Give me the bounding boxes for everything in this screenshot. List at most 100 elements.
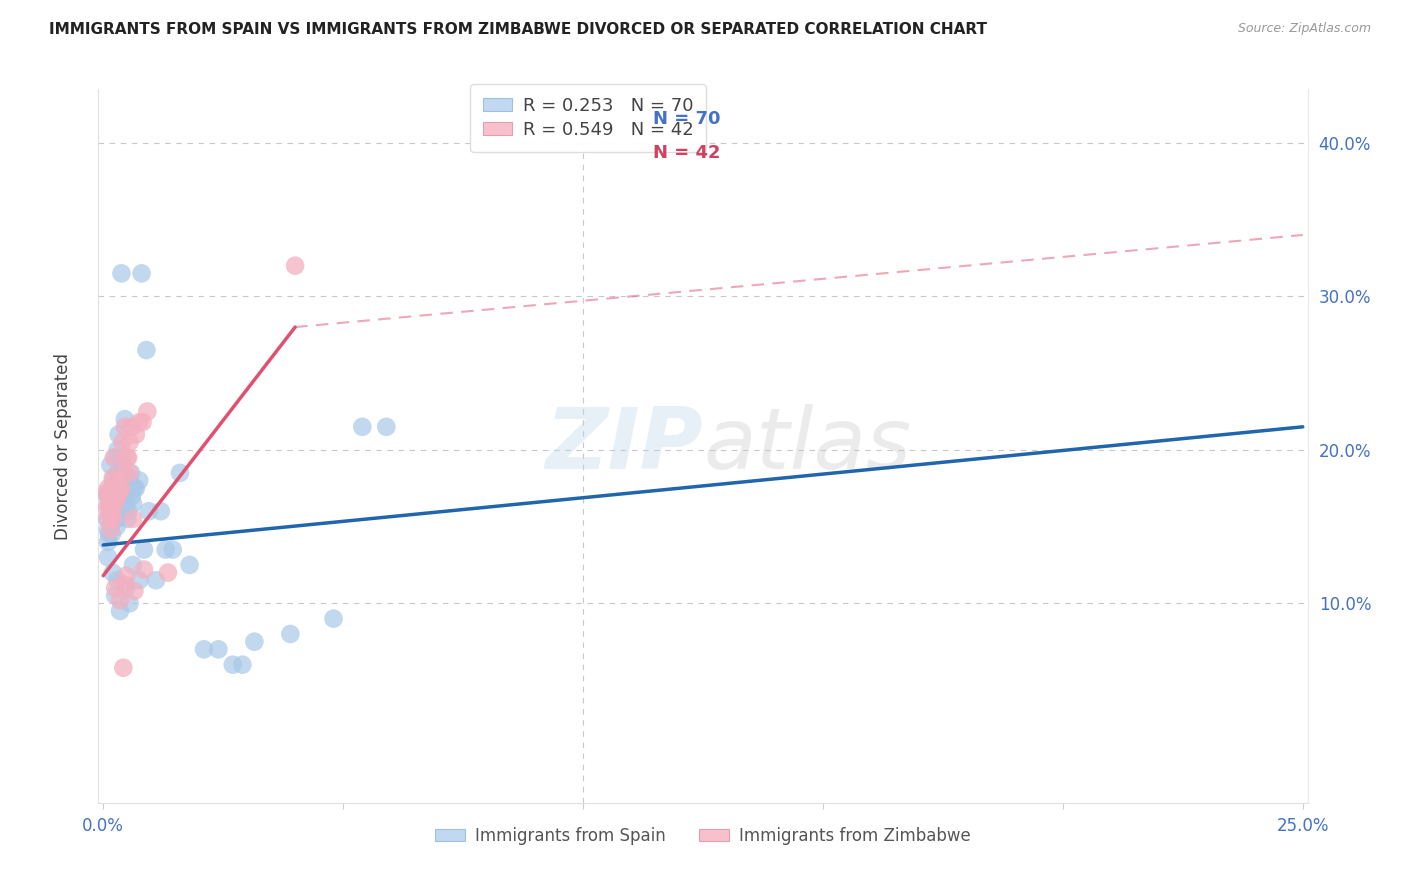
Point	[352, 419, 374, 434]
Point	[111, 450, 134, 465]
Point	[107, 489, 129, 503]
Point	[115, 497, 138, 511]
Point	[110, 481, 132, 495]
Point	[108, 489, 131, 503]
Point	[222, 657, 245, 672]
Point	[101, 470, 124, 484]
Point	[231, 657, 253, 672]
Point	[115, 512, 138, 526]
Point	[104, 497, 127, 511]
Point	[162, 542, 184, 557]
Point	[100, 508, 122, 522]
Point	[111, 458, 134, 473]
Point	[124, 481, 146, 495]
Point	[100, 489, 122, 503]
Point	[101, 512, 124, 526]
Point	[122, 512, 145, 526]
Point	[96, 489, 118, 503]
Point	[284, 259, 307, 273]
Point	[107, 442, 129, 457]
Point	[156, 566, 179, 580]
Point	[98, 497, 121, 511]
Point	[145, 574, 167, 588]
Point	[96, 501, 118, 516]
Point	[97, 535, 120, 549]
Point	[118, 466, 141, 480]
Point	[115, 581, 138, 595]
Point	[107, 574, 129, 588]
Point	[280, 627, 302, 641]
Point	[101, 501, 124, 516]
Text: IMMIGRANTS FROM SPAIN VS IMMIGRANTS FROM ZIMBABWE DIVORCED OR SEPARATED CORRELAT: IMMIGRANTS FROM SPAIN VS IMMIGRANTS FROM…	[49, 22, 987, 37]
Point	[107, 427, 129, 442]
Point	[105, 512, 128, 526]
Point	[101, 508, 124, 522]
Point	[124, 584, 146, 599]
Point	[322, 612, 344, 626]
Point	[104, 481, 127, 495]
Point	[118, 435, 141, 450]
Point	[101, 516, 124, 531]
Point	[108, 593, 131, 607]
Point	[107, 485, 129, 500]
Text: N = 42: N = 42	[654, 144, 721, 162]
Point	[110, 481, 132, 495]
Text: ZIP: ZIP	[546, 404, 703, 488]
Point	[105, 519, 128, 533]
Point	[155, 542, 177, 557]
Point	[112, 661, 135, 675]
Point	[118, 596, 141, 610]
Y-axis label: Divorced or Separated: Divorced or Separated	[53, 352, 72, 540]
Point	[104, 581, 127, 595]
Point	[100, 523, 122, 537]
Point	[103, 497, 125, 511]
Point	[125, 481, 148, 495]
Point	[132, 562, 155, 576]
Point	[121, 489, 143, 503]
Point	[98, 491, 121, 506]
Point	[131, 415, 153, 429]
Point	[97, 485, 120, 500]
Point	[111, 435, 134, 450]
Text: atlas: atlas	[703, 404, 911, 488]
Point	[97, 550, 120, 565]
Point	[169, 466, 191, 480]
Point	[108, 481, 131, 495]
Point	[114, 419, 136, 434]
Point	[98, 497, 121, 511]
Point	[375, 419, 398, 434]
Point	[96, 512, 118, 526]
Point	[104, 450, 127, 465]
Point	[103, 504, 125, 518]
Point	[104, 589, 127, 603]
Point	[97, 481, 120, 495]
Point	[114, 489, 136, 503]
Legend: Immigrants from Spain, Immigrants from Zimbabwe: Immigrants from Spain, Immigrants from Z…	[429, 821, 977, 852]
Point	[104, 481, 127, 495]
Point	[193, 642, 215, 657]
Point	[107, 504, 129, 518]
Point	[103, 450, 125, 465]
Point	[107, 466, 129, 480]
Text: N = 70: N = 70	[654, 111, 721, 128]
Point	[101, 527, 124, 541]
Point	[131, 266, 153, 280]
Point	[128, 415, 150, 429]
Point	[149, 504, 172, 518]
Point	[114, 578, 136, 592]
Point	[138, 504, 160, 518]
Point	[96, 485, 118, 500]
Point	[243, 634, 266, 648]
Point	[108, 604, 131, 618]
Point	[97, 523, 120, 537]
Point	[128, 474, 150, 488]
Point	[125, 427, 148, 442]
Point	[122, 558, 145, 572]
Point	[101, 566, 124, 580]
Text: Source: ZipAtlas.com: Source: ZipAtlas.com	[1237, 22, 1371, 36]
Point	[115, 568, 138, 582]
Point	[100, 458, 122, 473]
Point	[117, 504, 139, 518]
Point	[179, 558, 201, 572]
Point	[98, 501, 121, 516]
